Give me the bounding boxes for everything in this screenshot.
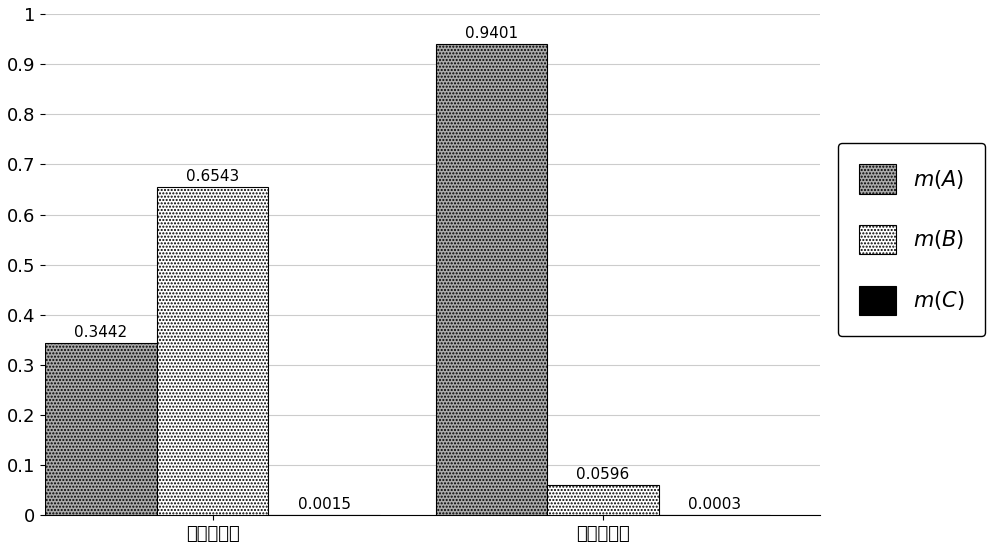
Text: 0.3442: 0.3442 [74,324,128,340]
Text: 0.9401: 0.9401 [465,26,518,41]
Text: 0.0015: 0.0015 [298,497,351,512]
Text: 0.0596: 0.0596 [576,468,630,482]
Bar [547,486,659,515]
Bar [157,187,268,515]
Bar [436,44,547,515]
Bar [45,343,157,515]
Text: 0.6543: 0.6543 [186,169,239,184]
Text: 0.0003: 0.0003 [688,497,741,512]
Legend: $m(A)$, $m(B)$, $m(C)$: $m(A)$, $m(B)$, $m(C)$ [838,143,985,336]
